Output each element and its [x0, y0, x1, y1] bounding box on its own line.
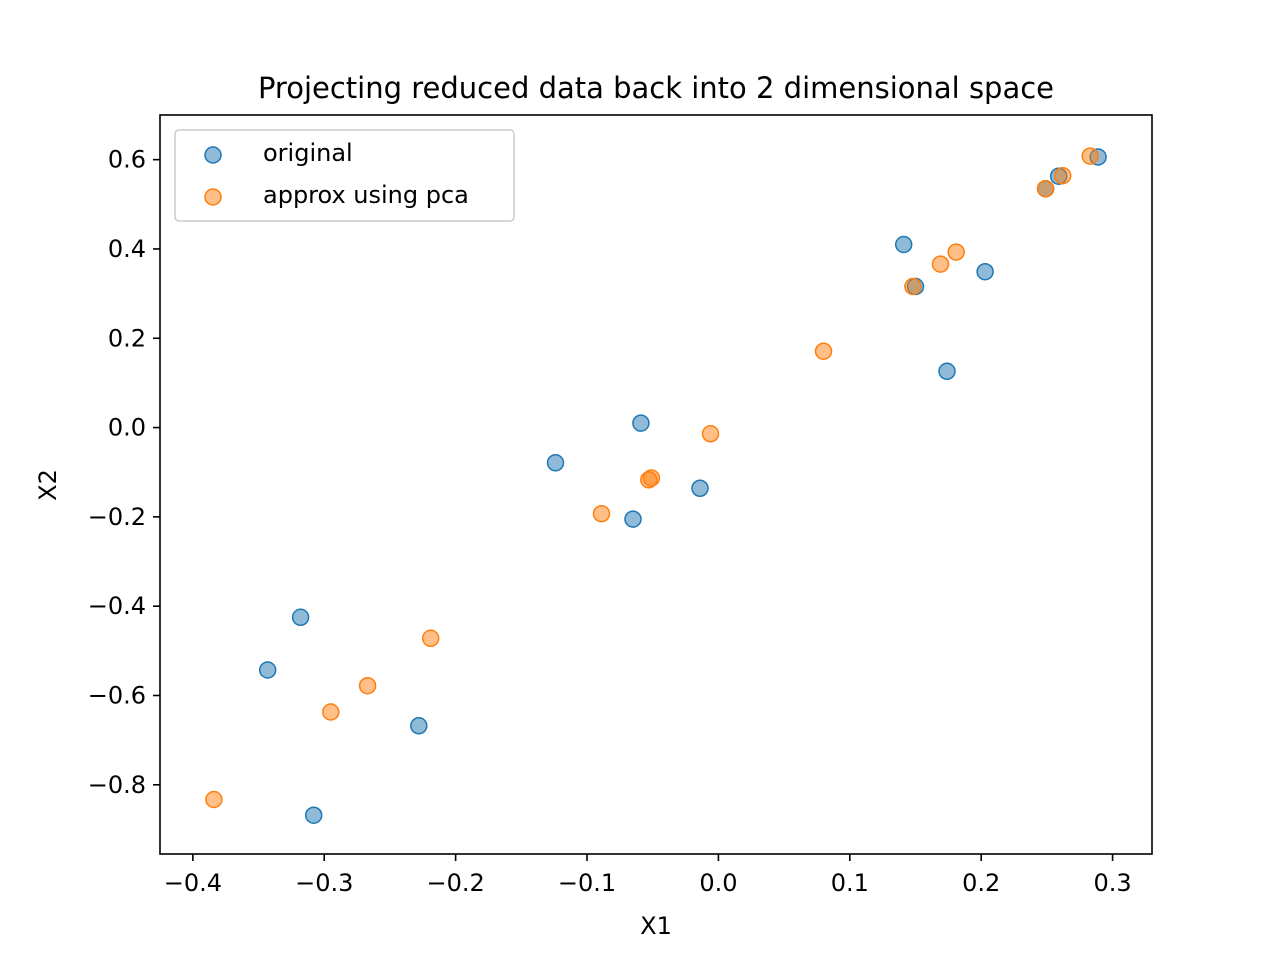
y-tick-label-1: −0.6: [88, 681, 146, 709]
original-point-11: [291, 608, 310, 627]
x-tick-label-3: −0.1: [558, 869, 616, 897]
approx-point-0: [1081, 147, 1099, 165]
plot-area: −0.4 −0.3 −0.2 −0.1 0.0 0.1 0.2 0.3 −0.8 −0.6 −0.4…: [88, 114, 1153, 897]
original-point-6: [938, 362, 956, 381]
y-tick-label-6: 0.4: [108, 235, 146, 263]
original-point-9: [691, 479, 709, 498]
original-point-14: [304, 806, 323, 824]
original-point-3: [894, 235, 913, 254]
x-tick-label-6: 0.2: [962, 869, 1000, 897]
approx-point-4: [931, 255, 950, 273]
x-tick-label-4: 0.0: [699, 869, 737, 897]
legend: original approx using pca: [174, 129, 515, 222]
chart-title: Projecting reduced data back into 2 dime…: [258, 71, 1054, 105]
approx-point-5: [904, 277, 922, 296]
legend-label-original: original: [263, 139, 353, 167]
x-tick-label-2: −0.2: [426, 869, 484, 897]
approx-point-12: [358, 676, 377, 695]
approx-point-7: [701, 425, 720, 443]
legend-marker-approx: [204, 188, 222, 206]
approx-point-9: [640, 471, 658, 489]
legend-box: [174, 129, 515, 222]
original-point-5: [976, 262, 994, 281]
approx-point-10: [592, 504, 611, 523]
y-tick-label-7: 0.6: [108, 146, 146, 174]
axes-frame: [159, 114, 1153, 855]
original-point-8: [546, 454, 565, 472]
original-point-10: [624, 510, 642, 528]
x-axis-label: X1: [640, 912, 672, 940]
original-point-13: [410, 717, 428, 735]
legend-marker-original: [204, 146, 222, 164]
legend-label-approx: approx using pca: [263, 181, 469, 209]
approx-point-14: [205, 790, 223, 809]
original-point-12: [258, 661, 277, 679]
x-tick-label-0: −0.4: [164, 869, 222, 897]
approx-point-13: [322, 703, 340, 721]
y-tick-label-5: 0.2: [108, 324, 146, 352]
y-tick-label-0: −0.8: [88, 771, 146, 799]
approx-point-6: [814, 342, 833, 360]
x-tick-label-1: −0.3: [295, 869, 353, 897]
y-axis-label: X2: [34, 469, 62, 501]
x-tick-label-7: 0.3: [1093, 869, 1131, 897]
y-tick-label-2: −0.4: [88, 592, 146, 620]
approx-point-11: [421, 629, 440, 648]
y-tick-label-3: −0.2: [88, 503, 146, 531]
original-point-7: [632, 414, 650, 432]
x-tick-label-5: 0.1: [831, 869, 869, 897]
y-tick-label-4: 0.0: [108, 414, 146, 442]
approx-point-2: [1036, 179, 1055, 198]
approx-point-3: [947, 243, 965, 261]
approx-point-1: [1053, 166, 1072, 185]
